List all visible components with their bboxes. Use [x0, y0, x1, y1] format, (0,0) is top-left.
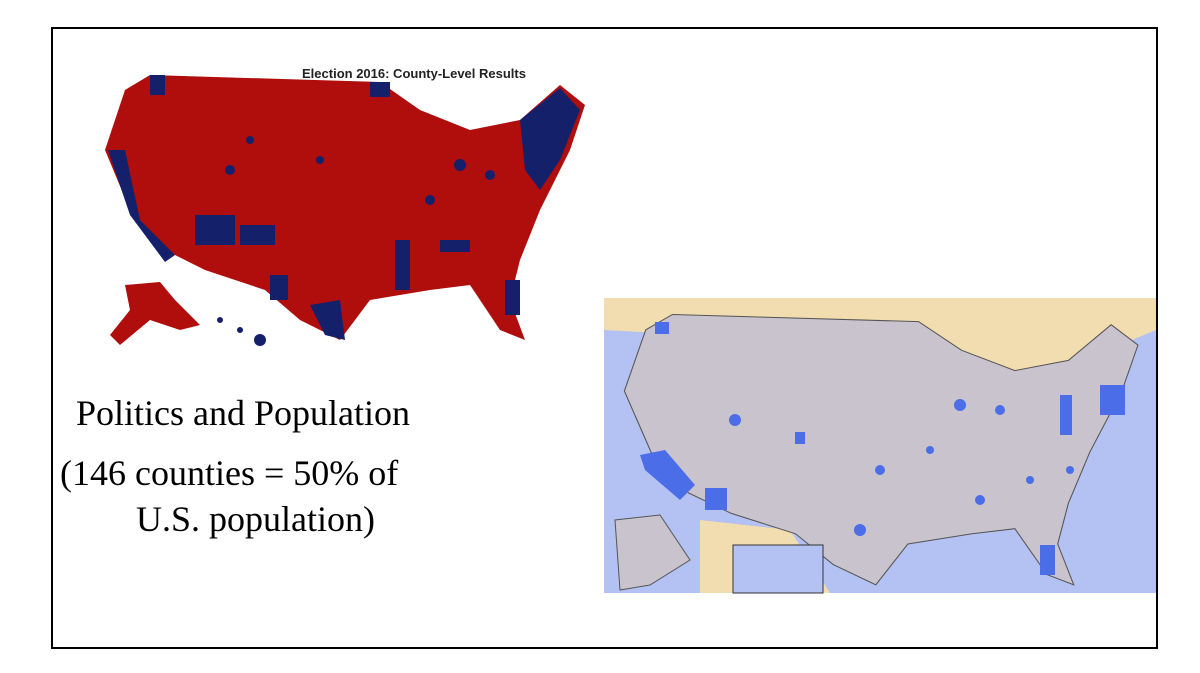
caption-line: (146 counties = 50% of [60, 453, 398, 493]
map-title: Election 2016: County-Level Results [302, 66, 526, 81]
heading: Politics and Population [76, 393, 410, 433]
caption-line: U.S. population) [136, 499, 375, 539]
population-map [604, 298, 1156, 594]
election-map: Election 2016: County-Level Results [105, 66, 585, 346]
